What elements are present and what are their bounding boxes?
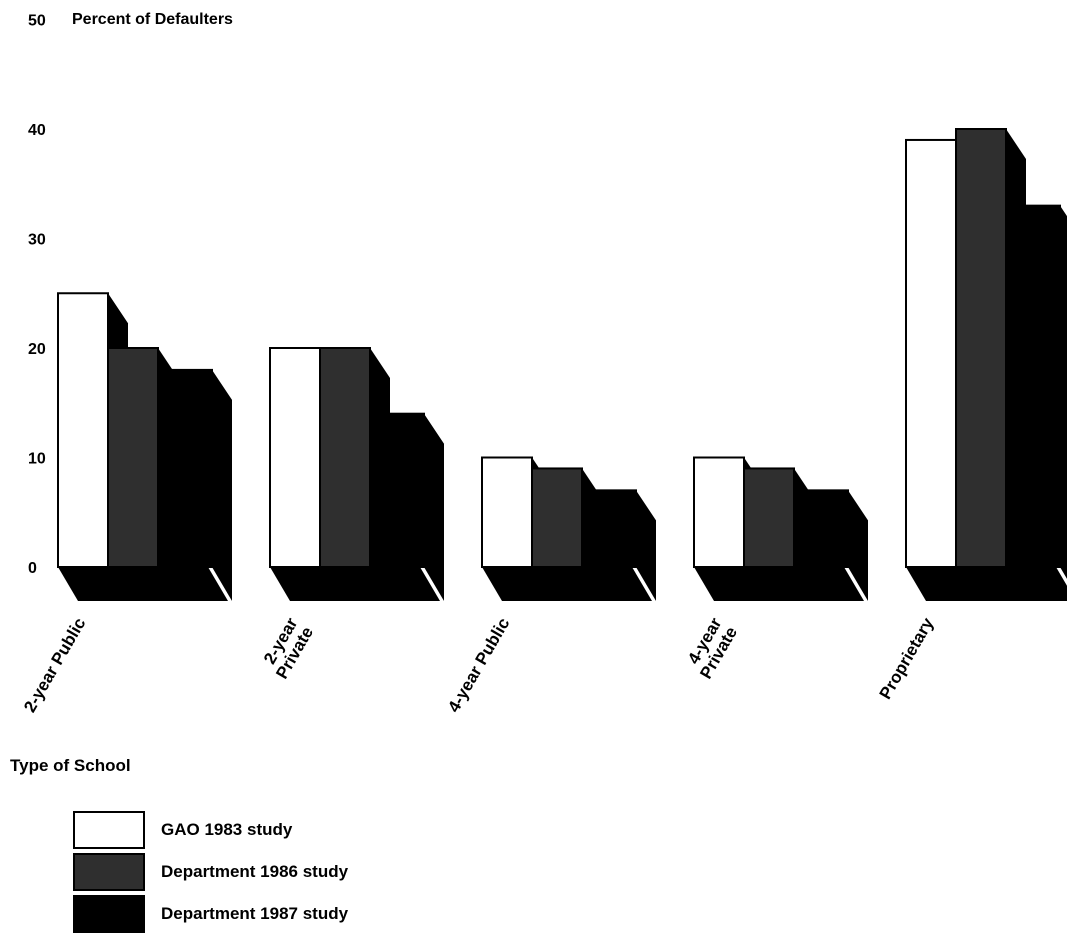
bar xyxy=(1005,204,1061,568)
x-axis-label: Type of School xyxy=(10,756,131,775)
bar xyxy=(481,456,533,568)
y-axis-label: Percent of Defaulters xyxy=(72,11,233,28)
bar-side xyxy=(212,369,232,601)
bar xyxy=(57,292,109,568)
bar-group xyxy=(481,456,656,601)
floor-shadow xyxy=(58,567,228,601)
bar-group xyxy=(269,347,444,601)
y-tick-label: 20 xyxy=(28,341,46,358)
y-tick-label: 30 xyxy=(28,232,46,249)
bar xyxy=(793,489,849,569)
legend-item: Department 1987 study xyxy=(73,894,348,934)
floor-shadow xyxy=(482,567,652,601)
bar xyxy=(905,138,957,568)
category-label: Proprietary xyxy=(876,614,938,703)
bars xyxy=(57,128,1067,601)
category-label: 2-year Public xyxy=(20,615,89,716)
bar-group xyxy=(693,456,868,601)
category-label: 4-year Public xyxy=(444,615,513,716)
bar xyxy=(269,347,321,568)
bar xyxy=(319,347,371,568)
bar-group xyxy=(905,128,1067,601)
legend-swatch-department-1986 xyxy=(73,853,145,891)
bar xyxy=(693,456,745,568)
bar xyxy=(581,489,637,569)
category-labels: 2-year Public 2-yearPrivate 4-year Public 4… xyxy=(20,614,938,716)
bar xyxy=(743,467,795,569)
legend: GAO 1983 study Department 1986 study Dep… xyxy=(73,810,348,936)
legend-swatch-department-1987 xyxy=(73,895,145,933)
legend-swatch-gao-1983 xyxy=(73,811,145,849)
bar-side xyxy=(424,413,444,601)
y-tick-label: 40 xyxy=(28,122,46,139)
floor-shadow xyxy=(270,567,440,601)
bar-side xyxy=(1060,205,1067,579)
bar-group xyxy=(57,292,232,601)
bar xyxy=(369,412,425,569)
y-axis: 0 10 20 30 40 50 xyxy=(28,13,46,578)
legend-label-department-1986: Department 1986 study xyxy=(161,862,349,881)
bar xyxy=(107,347,159,568)
y-tick-label: 10 xyxy=(28,451,46,468)
floor-shadow xyxy=(694,567,864,601)
legend-item: GAO 1983 study xyxy=(73,810,348,850)
y-tick-label: 0 xyxy=(28,560,37,577)
bar-side xyxy=(636,490,656,601)
bar xyxy=(157,368,213,568)
bar xyxy=(955,128,1007,568)
legend-label-gao-1983: GAO 1983 study xyxy=(161,820,293,839)
bar-side xyxy=(848,490,868,601)
category-label: 4-yearPrivate xyxy=(681,614,742,682)
floor-shadow xyxy=(906,567,1067,601)
legend-item: Department 1986 study xyxy=(73,852,348,892)
legend-label-department-1987: Department 1987 study xyxy=(161,904,349,923)
bar xyxy=(531,467,583,569)
category-label: 2-yearPrivate xyxy=(257,614,318,682)
y-tick-label: 50 xyxy=(28,13,46,30)
